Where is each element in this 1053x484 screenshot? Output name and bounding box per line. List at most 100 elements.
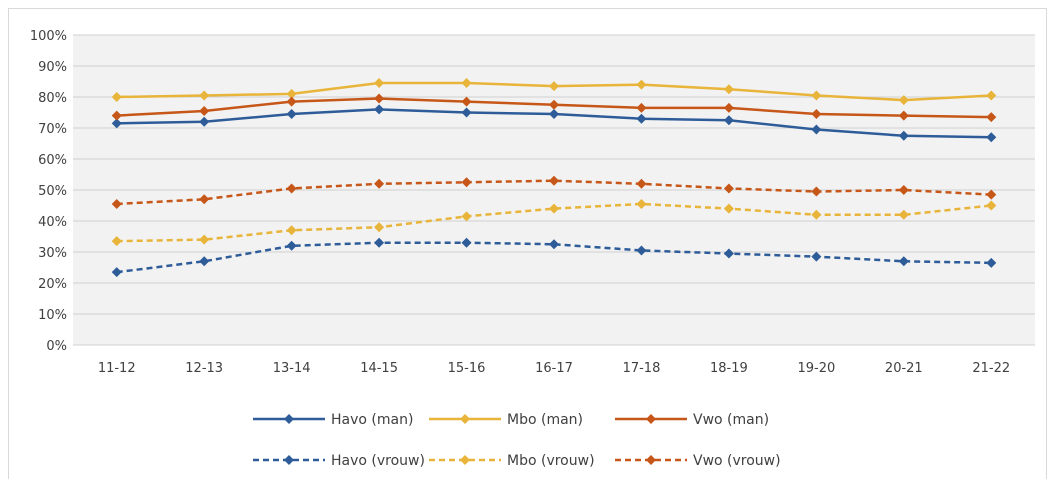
legend-item: Mbo (vrouw) [429,453,595,469]
data-point [461,107,472,118]
data-point [636,79,647,90]
y-tick-label: 60% [38,153,67,168]
data-point [286,96,297,107]
data-point [898,110,909,121]
y-tick-label: 40% [38,215,67,230]
data-point [549,81,559,92]
legend-marker [460,455,470,465]
y-tick-label: 30% [38,246,67,261]
data-point [549,99,559,110]
legend-label: Vwo (man) [693,412,769,428]
data-point [636,178,647,189]
data-point [898,185,909,195]
data-point [723,248,734,259]
legend-marker [646,414,656,424]
series-0 [111,104,997,143]
legend-marker [284,414,294,424]
data-point [111,198,122,209]
legend-item: Vwo (man) [615,412,769,428]
x-tick-label: 15-16 [448,361,486,376]
data-point [286,183,297,194]
series-1 [111,78,997,106]
data-point [811,90,822,101]
legend-marker [460,414,470,424]
series-5 [111,175,997,209]
y-tick-label: 50% [38,184,67,199]
series-2 [111,93,997,123]
x-tick-label: 21-22 [972,361,1010,376]
legend-item: Vwo (vrouw) [615,453,781,469]
series-4 [111,198,997,247]
legend-marker [646,455,656,465]
data-point [374,222,385,233]
data-point [374,104,385,115]
legend-item: Havo (man) [253,412,413,428]
data-point [111,118,122,129]
data-point [723,203,734,214]
x-tick-label: 16-17 [535,361,573,376]
y-tick-label: 0% [46,339,67,354]
legend-label: Mbo (man) [507,412,583,428]
series-line [116,202,992,243]
data-point [811,251,822,262]
data-point [636,245,647,256]
data-point [461,177,472,188]
data-point [549,203,559,214]
data-point [199,116,210,127]
legend-label: Havo (vrouw) [331,453,425,469]
x-tick-label: 12-13 [185,361,223,376]
chart-container: 0% 10% 20% 30% 40% 50% 60% 70% 80% 90% 100% 11-12 12… [8,8,1047,479]
data-point [111,92,122,102]
data-point [111,236,122,247]
data-point [723,183,734,194]
y-tick-label: 10% [38,308,67,323]
data-point [636,198,647,209]
x-tick-label: 19-20 [797,361,835,376]
data-point [549,239,559,250]
data-point [898,95,909,106]
y-tick-label: 90% [38,60,67,75]
x-tick-label: 17-18 [623,361,661,376]
data-point [199,90,210,101]
legend-marker [284,455,294,465]
data-point [811,186,822,197]
legend-item: Havo (vrouw) [253,453,425,469]
y-tick-label: 20% [38,277,67,292]
data-point [286,88,297,99]
data-point [723,84,734,95]
data-point [461,211,472,222]
data-point [898,130,909,141]
series-line [116,241,992,274]
data-point [199,194,210,205]
data-point [374,93,385,104]
data-point [199,234,210,245]
x-tick-label: 14-15 [360,361,398,376]
data-point [636,102,647,113]
y-tick-label: 100% [30,29,67,44]
y-tick-label: 70% [38,122,67,137]
data-point [461,237,472,248]
data-point [986,257,997,268]
legend-label: Vwo (vrouw) [693,453,781,469]
x-tick-label: 18-19 [710,361,748,376]
data-point [549,175,559,186]
data-point [811,109,822,120]
data-point [723,115,734,126]
data-point [286,240,297,251]
data-point [374,237,385,248]
data-point [461,78,472,89]
data-point [723,102,734,113]
x-tick-label: 20-21 [885,361,923,376]
data-point [986,189,997,200]
data-point [199,105,210,116]
x-tick-label: 11-12 [98,361,136,376]
data-point [986,200,997,211]
data-point [286,225,297,236]
data-point [374,78,385,89]
legend-label: Mbo (vrouw) [507,453,595,469]
data-point [811,124,822,135]
legend-item: Mbo (man) [429,412,583,428]
data-point [199,256,210,267]
data-point [986,112,997,123]
data-point [111,110,122,121]
